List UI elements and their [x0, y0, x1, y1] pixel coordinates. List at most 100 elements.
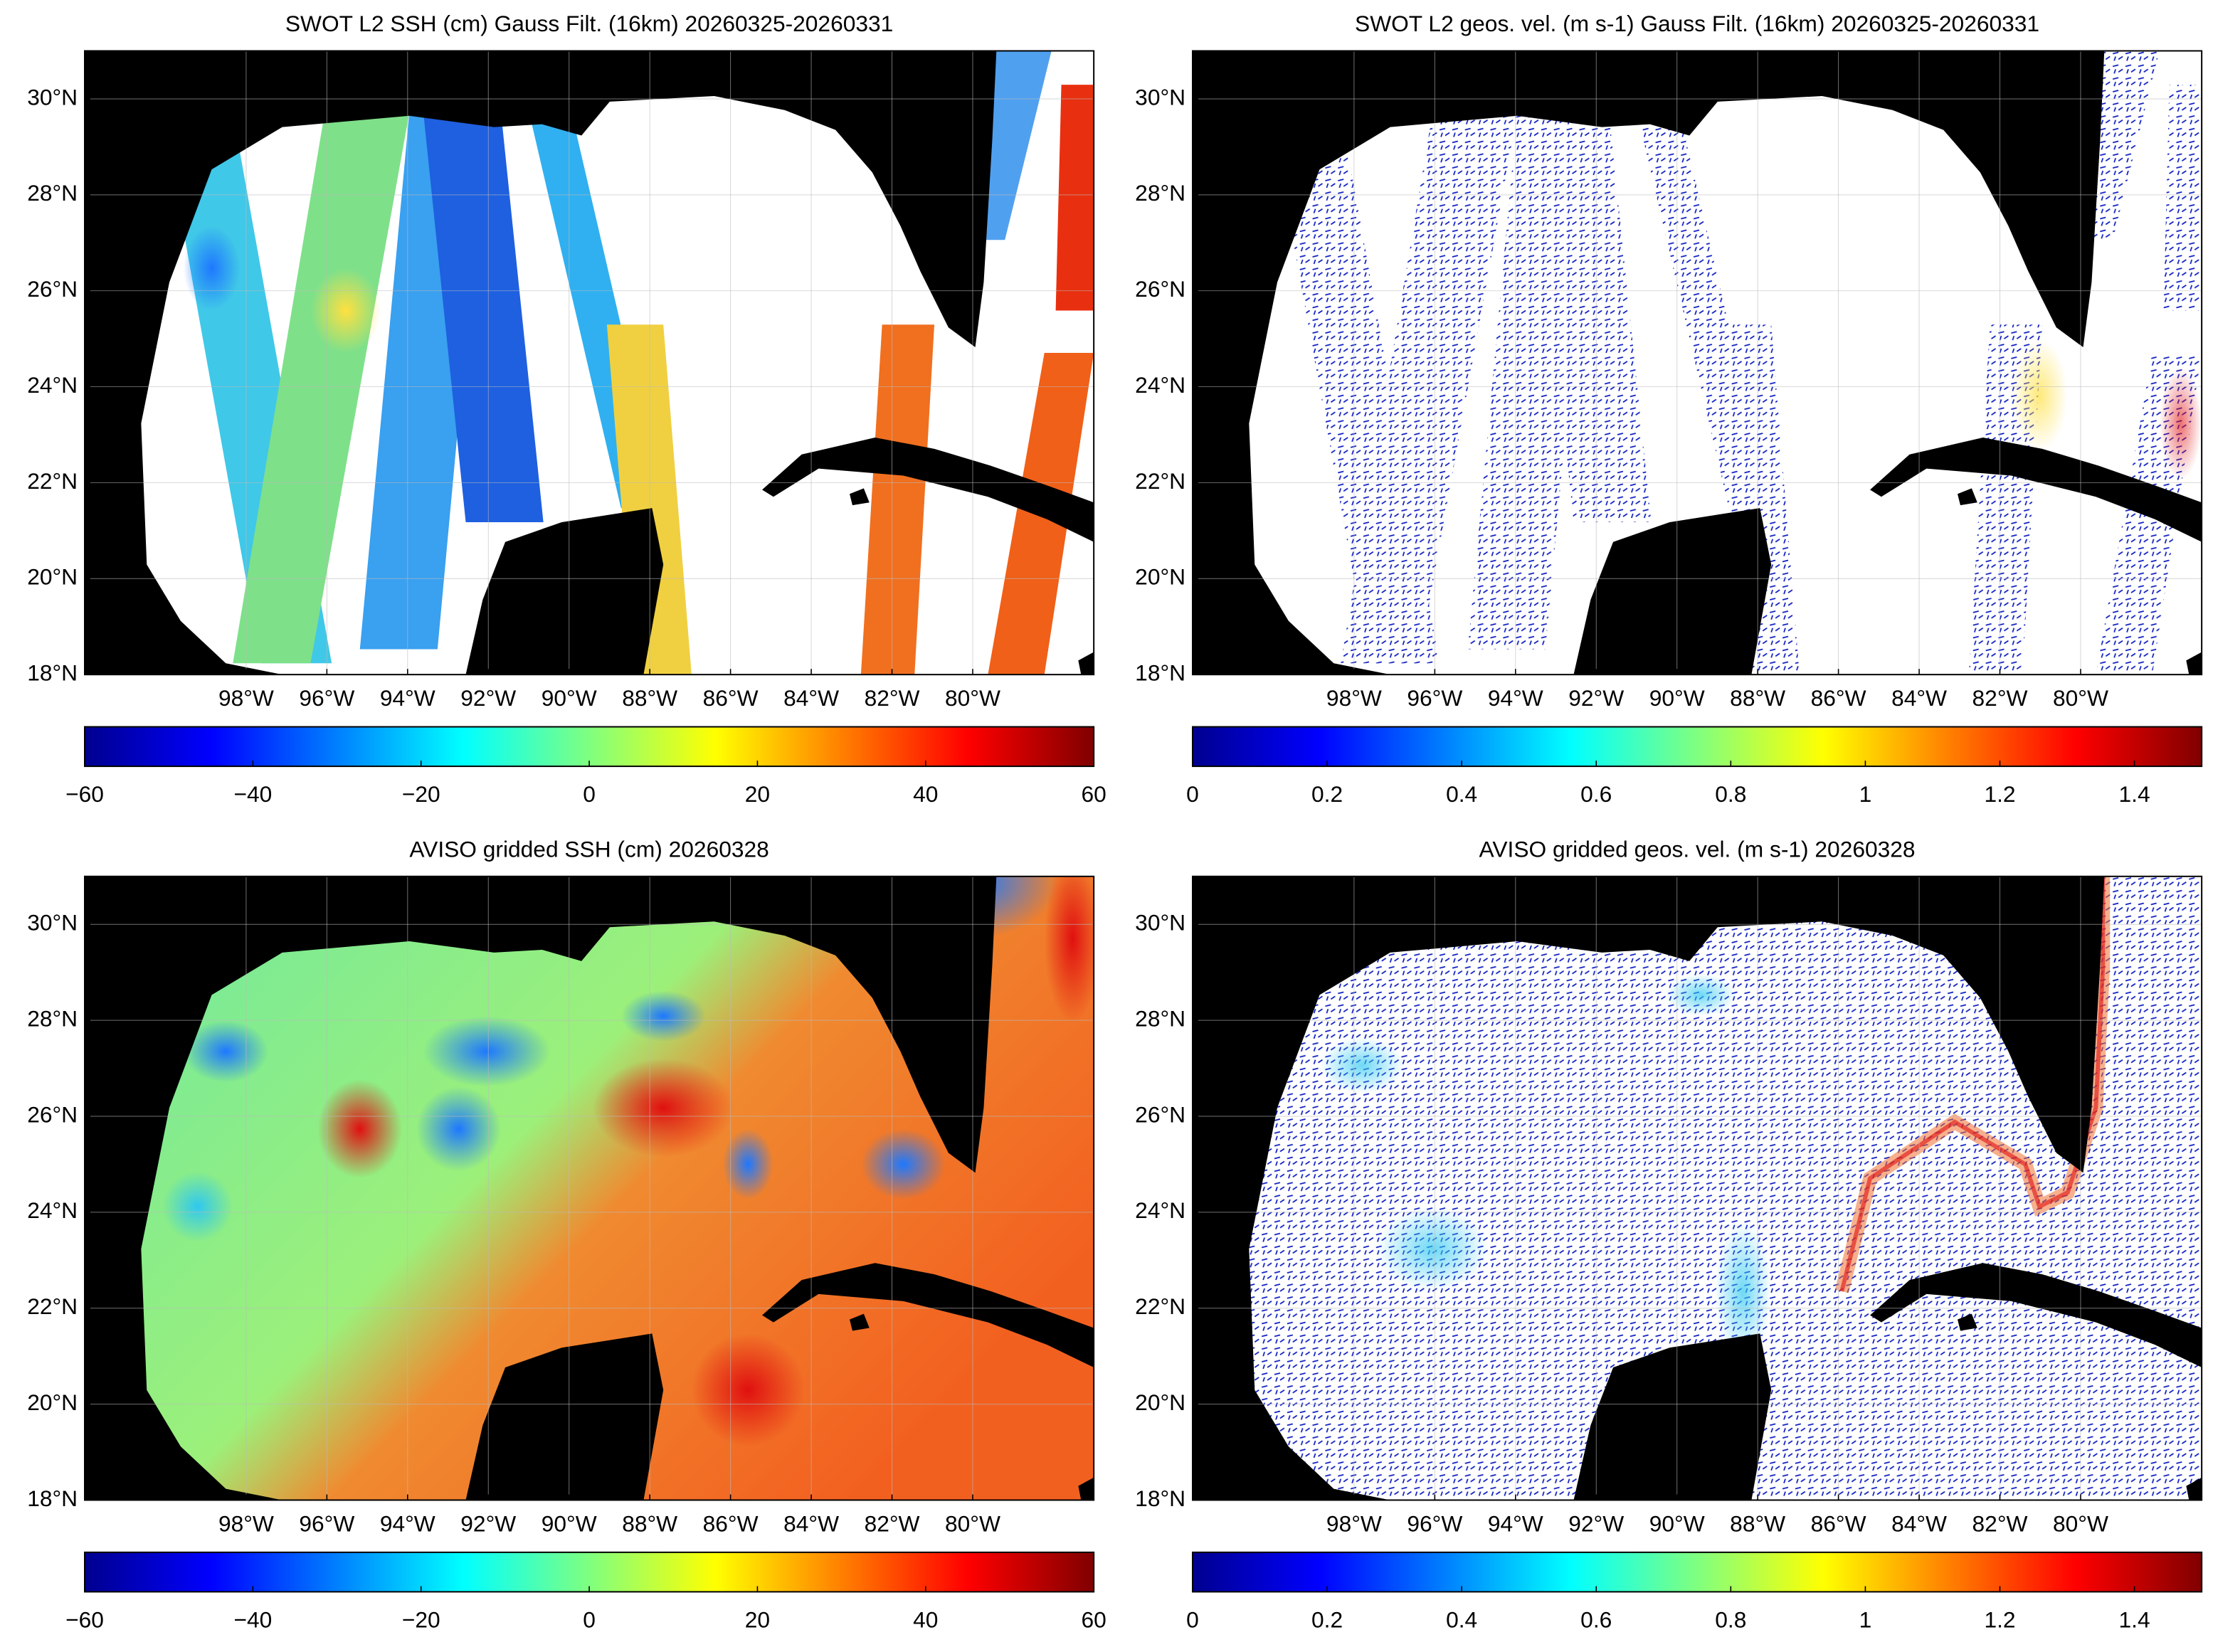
x-tick-label: 96°W — [1407, 1511, 1462, 1537]
y-tick-label: 30°N — [27, 84, 78, 110]
x-tick-label: 94°W — [1488, 685, 1543, 711]
x-tick-label: 84°W — [783, 1511, 839, 1537]
y-tick-label: 24°N — [27, 372, 78, 398]
y-tick-label: 26°N — [1135, 1101, 1185, 1127]
x-tick-label: 90°W — [542, 685, 597, 711]
x-tick-label: 92°W — [460, 685, 516, 711]
land — [762, 437, 1094, 542]
y-tick-label: 30°N — [27, 910, 78, 936]
x-tick-label: 90°W — [542, 1511, 597, 1537]
y-tick-label: 20°N — [27, 564, 78, 590]
land — [1958, 1313, 1977, 1331]
ssh-anomaly — [423, 1016, 551, 1087]
x-tick-label: 80°W — [945, 685, 1000, 711]
x-tick-label: 98°W — [1326, 685, 1382, 711]
y-tick-label: 22°N — [1135, 1293, 1185, 1319]
ssh-anomaly — [1044, 876, 1094, 1024]
velocity-swath — [1341, 112, 1518, 664]
land — [850, 1313, 870, 1331]
colorbar — [84, 1551, 1095, 1593]
colorbar-tick-label: 40 — [913, 1606, 938, 1632]
colorbar-tick-label: 0 — [583, 781, 596, 807]
panel: SWOT L2 geos. vel. (m s-1) Gauss Filt. (… — [1135, 11, 2203, 807]
colorbar — [1191, 1551, 2203, 1593]
ssh-anomaly — [722, 1128, 773, 1200]
colorbar-tick-label: 0 — [1186, 781, 1199, 807]
colorbar-tick-label: 1.4 — [2119, 1606, 2150, 1632]
land — [85, 51, 997, 675]
eddy — [1714, 1220, 1772, 1362]
land — [2186, 1477, 2202, 1500]
x-tick-label: 86°W — [1811, 685, 1866, 711]
y-tick-label: 24°N — [27, 1197, 78, 1223]
y-tick-label: 28°N — [27, 180, 78, 206]
x-tick-label: 92°W — [460, 1511, 516, 1537]
x-tick-label: 98°W — [218, 1511, 274, 1537]
y-tick-label: 28°N — [1135, 1005, 1185, 1031]
colorbar-tick-label: 1.4 — [2119, 781, 2150, 807]
x-tick-label: 86°W — [703, 685, 759, 711]
x-tick-label: 82°W — [1972, 685, 2028, 711]
y-tick-label: 30°N — [1135, 910, 1185, 936]
y-tick-label: 18°N — [1135, 1486, 1185, 1511]
eddy — [1375, 1206, 1489, 1291]
x-tick-label: 82°W — [865, 1511, 920, 1537]
colorbar-tick-label: 0.4 — [1446, 781, 1477, 807]
colorbar-tick-label: 60 — [1082, 781, 1106, 807]
y-tick-label: 18°N — [27, 660, 78, 686]
y-tick-label: 22°N — [1135, 468, 1185, 494]
x-tick-label: 80°W — [945, 1511, 1000, 1537]
y-tick-label: 18°N — [1135, 660, 1185, 686]
panel-title: SWOT L2 SSH (cm) Gauss Filt. (16km) 2026… — [285, 11, 893, 36]
x-tick-label: 88°W — [622, 1511, 677, 1537]
land — [1573, 1333, 1772, 1500]
y-tick-label: 30°N — [1135, 84, 1185, 110]
colorbar-tick-label: 1 — [1859, 1606, 1872, 1632]
y-tick-label: 24°N — [1135, 1197, 1185, 1223]
colorbar-tick-label: −60 — [65, 1606, 104, 1632]
colorbar-tick-label: 0.4 — [1446, 1606, 1477, 1632]
eddy — [1665, 973, 1736, 1017]
panel: AVISO gridded SSH (cm) 20260328 98°W 96°W 9… — [27, 836, 1106, 1632]
panel-title: AVISO gridded SSH (cm) 20260328 — [409, 836, 769, 862]
y-tick-label: 20°N — [1135, 564, 1185, 590]
colorbar-tick-label: 60 — [1082, 1606, 1106, 1632]
land — [762, 1263, 1094, 1368]
map-frame — [84, 875, 1095, 1501]
x-tick-label: 94°W — [380, 1511, 435, 1537]
x-tick-label: 82°W — [1972, 1511, 2028, 1537]
velocity-jet — [2011, 339, 2068, 452]
colorbar-tick-label: −20 — [402, 1606, 440, 1632]
map-frame — [1191, 875, 2203, 1501]
ssh-anomaly — [310, 268, 381, 353]
map — [1192, 876, 2202, 1500]
land — [1192, 51, 2105, 675]
colorbar-tick-label: 0.8 — [1715, 1606, 1746, 1632]
map-frame — [84, 50, 1095, 676]
y-tick-label: 26°N — [27, 276, 78, 302]
panel: AVISO gridded geos. vel. (m s-1) 2026032… — [1135, 836, 2203, 1632]
eddy — [1319, 1037, 1405, 1094]
land — [1958, 488, 1977, 506]
map — [85, 51, 1094, 675]
x-tick-label: 84°W — [1891, 1511, 1947, 1537]
ssh-swath — [423, 112, 544, 522]
colorbar-tick-label: −40 — [233, 781, 272, 807]
ssh-anomaly — [593, 1058, 734, 1158]
map — [85, 876, 1094, 1500]
map-frame — [1191, 50, 2203, 676]
map — [1192, 51, 2202, 675]
x-tick-label: 80°W — [2053, 685, 2108, 711]
y-tick-label: 26°N — [27, 1101, 78, 1127]
land — [85, 876, 997, 1500]
colorbar-tick-label: −40 — [233, 1606, 272, 1632]
x-tick-label: 90°W — [1649, 1511, 1705, 1537]
velocity-swath — [2163, 85, 2202, 311]
velocity-jet — [2159, 366, 2202, 480]
x-tick-label: 88°W — [622, 685, 677, 711]
colorbar-tick-label: 0.8 — [1715, 781, 1746, 807]
ssh-anomaly — [860, 1128, 946, 1200]
colorbar-tick-label: −20 — [402, 781, 440, 807]
x-tick-label: 88°W — [1730, 685, 1785, 711]
